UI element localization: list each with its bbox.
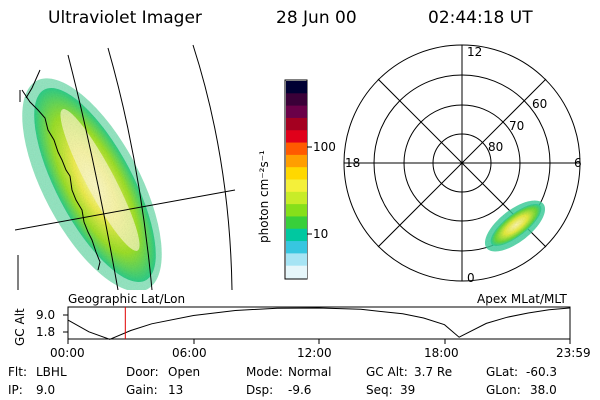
- coastline: [25, 69, 41, 99]
- date-label: 28 Jun 00: [276, 8, 357, 28]
- meridian-line: [192, 44, 233, 290]
- geographic-label: Geographic Lat/Lon: [68, 292, 186, 306]
- info-value: -60.3: [526, 365, 558, 379]
- mlat-label-60: 60: [532, 97, 548, 111]
- altitude-ylabel: GC Alt: [13, 308, 27, 346]
- mlat-label-70: 70: [509, 119, 525, 133]
- mlt-line: [377, 78, 547, 248]
- colorbar-cell: [286, 130, 307, 144]
- altitude-plot: [63, 306, 571, 344]
- auroral-oval-polar: [484, 200, 546, 252]
- parallel-line: [15, 189, 236, 231]
- info-value: 9.0: [36, 383, 56, 397]
- colorbar-tick-label: 10: [313, 227, 329, 241]
- colorbar-cell: [286, 93, 307, 107]
- colorbar-cell: [286, 228, 307, 242]
- colorbar-tick-label: 100: [313, 140, 336, 154]
- altitude-xtick: 06:00: [172, 346, 207, 360]
- altitude-plot-frame: [67, 306, 571, 340]
- colorbar-cell: [286, 253, 307, 267]
- info-label: GLon:: [486, 383, 521, 397]
- mlt-label-18: 18: [345, 156, 361, 170]
- info-value: Open: [168, 365, 201, 379]
- time-label: 02:44:18 UT: [428, 8, 533, 28]
- colorbar-cell: [286, 81, 307, 94]
- polar-panel: [343, 44, 581, 282]
- info-label: Flt:: [8, 365, 27, 379]
- info-label: Door:: [126, 365, 159, 379]
- info-label: IP:: [8, 383, 23, 397]
- meridian-line: [107, 47, 153, 290]
- altitude-xtick: 18:00: [424, 346, 459, 360]
- colorbar-cells: [286, 81, 307, 279]
- info-label: Gain:: [126, 383, 158, 397]
- info-label: Seq:: [366, 383, 393, 397]
- altitude-ytick: 1.8: [36, 325, 56, 339]
- geographic-panel: [15, 44, 236, 290]
- auroral-oval-geo: [22, 78, 162, 290]
- altitude-xtick: 23:59: [556, 346, 591, 360]
- altitude-xtick: 12:00: [297, 346, 332, 360]
- colorbar-cell: [286, 265, 307, 279]
- info-value: LBHL: [36, 365, 67, 379]
- info-value: Normal: [288, 365, 332, 379]
- mlt-label-0: 0: [467, 271, 475, 285]
- mlat-label-80: 80: [488, 140, 504, 154]
- info-value: 13: [168, 383, 184, 397]
- mlt-label-6: 6: [574, 156, 582, 170]
- colorbar-cell: [286, 154, 307, 168]
- info-value: 38.0: [530, 383, 557, 397]
- colorbar-cell: [286, 191, 307, 205]
- info-label: GC Alt:: [366, 365, 408, 379]
- colorbar-cell: [286, 167, 307, 180]
- instrument-title: Ultraviolet Imager: [48, 8, 202, 28]
- altitude-series-line: [67, 307, 570, 340]
- info-value: 39: [400, 383, 416, 397]
- colorbar-cell: [286, 117, 307, 131]
- apex-label: Apex MLat/MLT: [477, 292, 567, 306]
- colorbar-cell: [286, 179, 307, 193]
- colorbar-cell: [286, 216, 307, 230]
- info-value: -9.6: [288, 383, 312, 397]
- info-label: GLat:: [486, 365, 519, 379]
- altitude-ytick: 9.0: [36, 308, 56, 322]
- meridian-line: [67, 54, 119, 290]
- colorbar-cell: [286, 142, 307, 156]
- info-value: 3.7 Re: [414, 365, 453, 379]
- colorbar-cell: [286, 241, 307, 254]
- altitude-series-group: [67, 307, 570, 340]
- info-label: Mode:: [246, 365, 283, 379]
- info-label: Dsp:: [246, 383, 274, 397]
- coastline: [21, 89, 101, 271]
- mlt-label-12: 12: [467, 45, 483, 59]
- altitude-xtick: 00:00: [50, 346, 85, 360]
- colorbar-cell: [286, 204, 307, 217]
- colorbar-unit-label: photon cm⁻²s⁻¹: [257, 150, 271, 243]
- colorbar-cell: [286, 105, 307, 119]
